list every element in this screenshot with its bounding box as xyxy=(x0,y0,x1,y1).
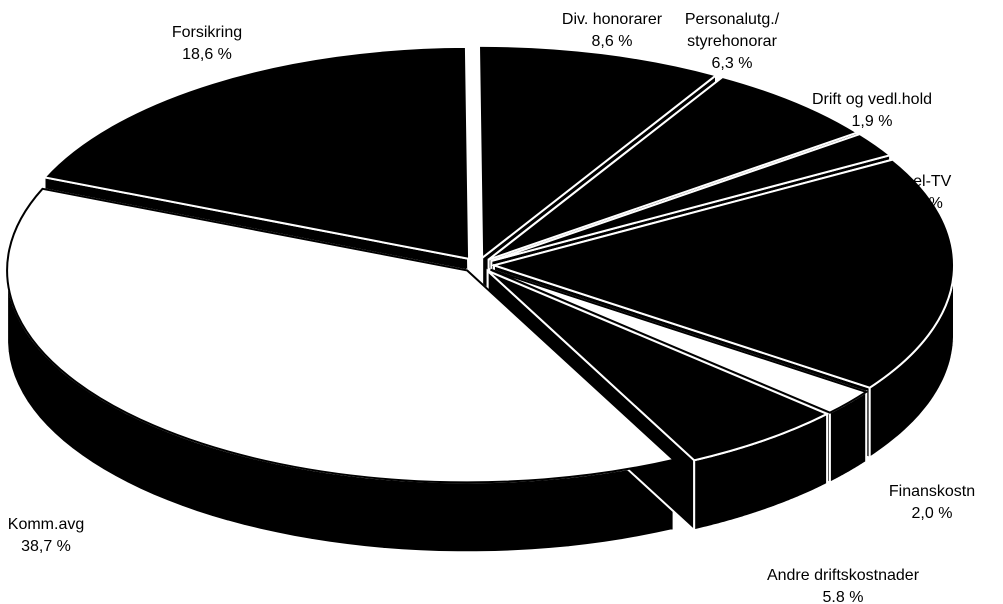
slice-7 xyxy=(42,45,471,261)
slice-label-2: Drift og vedl.hold 1,9 % xyxy=(812,91,932,130)
slice-3 xyxy=(490,158,956,389)
pie-labels: Div. honorarer 8,6 % Personalutg./styrehon… xyxy=(8,11,975,604)
slice-2 xyxy=(491,133,893,262)
slice-6 xyxy=(6,187,676,484)
slice-4 xyxy=(490,268,869,414)
slice-1 xyxy=(488,75,860,261)
slice-label-7: Forsikring 18,6 % xyxy=(172,24,242,63)
slice-5 xyxy=(486,269,830,462)
slice-0 xyxy=(477,44,719,260)
slice-label-6: Komm.avg 38,7 % xyxy=(8,516,84,555)
slice-label-1: Personalutg./styrehonorar 6,3 % xyxy=(685,11,780,72)
slice-label-5: Andre driftskostnader 5.8 % xyxy=(767,567,920,604)
pie-slices xyxy=(6,44,956,554)
slice-label-0: Div. honorarer 8,6 % xyxy=(562,11,663,50)
slice-label-3: Kabel-TV 18,1 % xyxy=(885,173,952,212)
slice-label-4: Finanskostn 2,0 % xyxy=(889,483,975,522)
